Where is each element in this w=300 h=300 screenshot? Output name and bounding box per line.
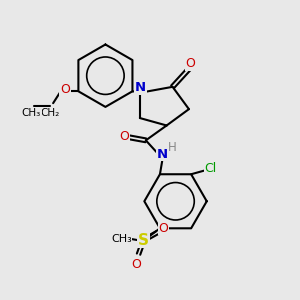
Text: Cl: Cl xyxy=(204,162,217,176)
Text: O: O xyxy=(119,130,129,143)
Text: CH₃: CH₃ xyxy=(22,108,41,118)
Text: CH₃: CH₃ xyxy=(111,234,132,244)
Text: CH₂: CH₂ xyxy=(40,108,60,118)
Text: O: O xyxy=(185,57,195,70)
Text: O: O xyxy=(60,83,70,96)
Text: H: H xyxy=(168,141,177,154)
Text: N: N xyxy=(135,81,146,94)
Text: S: S xyxy=(138,233,149,248)
Text: O: O xyxy=(159,222,168,235)
Text: N: N xyxy=(157,148,168,161)
Text: O: O xyxy=(131,258,141,272)
